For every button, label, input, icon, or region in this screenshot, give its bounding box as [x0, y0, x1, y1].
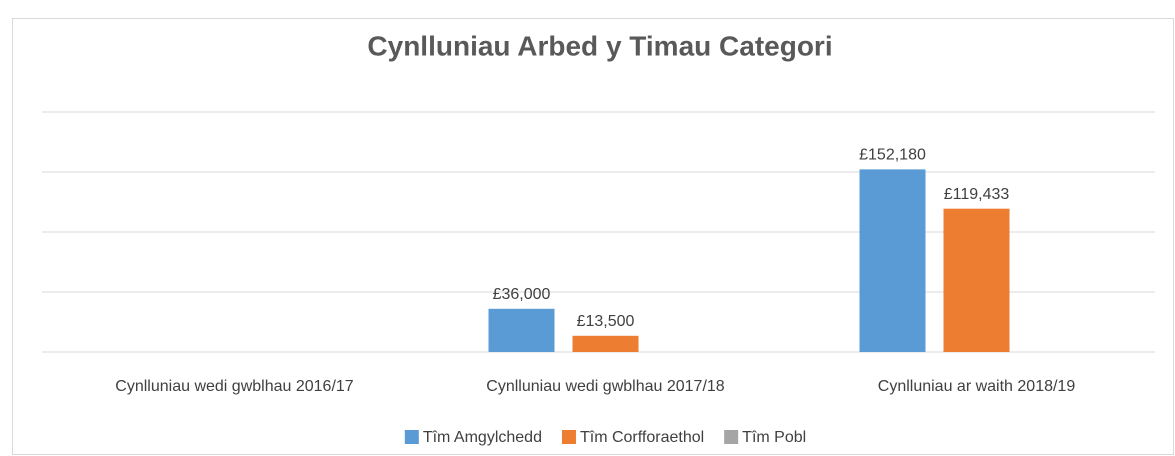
legend-label: Tîm Corfforaethol [580, 429, 704, 446]
x-tick-label: Cynlluniau wedi gwblhau 2017/18 [486, 378, 724, 395]
bar [572, 335, 639, 352]
legend-swatch [724, 430, 739, 444]
chart-title: Cynlluniau Arbed y Timau Categori [367, 30, 832, 61]
legend-label: Tîm Amgylchedd [423, 429, 542, 446]
data-label: £152,180 [859, 147, 926, 164]
legend-label: Tîm Pobl [742, 429, 806, 446]
x-tick-label: Cynlluniau ar waith 2018/19 [878, 378, 1076, 395]
data-label: £119,433 [944, 186, 1010, 203]
legend-swatch [404, 430, 419, 444]
bar [943, 208, 1010, 352]
data-label: £36,000 [493, 286, 551, 303]
bar [859, 169, 926, 352]
x-tick-label: Cynlluniau wedi gwblhau 2016/17 [115, 378, 353, 395]
bar [488, 308, 555, 352]
legend-swatch [561, 430, 576, 444]
data-label: £13,500 [577, 313, 635, 330]
